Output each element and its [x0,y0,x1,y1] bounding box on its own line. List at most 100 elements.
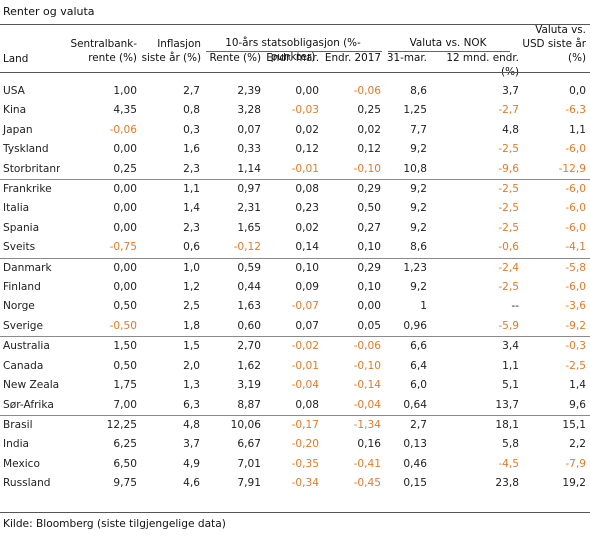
cell-sentralbank-rente: 0,25 [113,162,137,175]
cell-usd-siste-ar: -6,3 [565,104,586,117]
cell-endr-2017: 0,02 [357,123,381,136]
table-row: Kina 4,35 0,8 3,28 -0,03 0,25 1,25 -2,7 -6,3 [0,101,590,120]
cell-inflasjon: 1,3 [183,379,200,392]
header-usd-line3: (%) [568,52,586,64]
cell-endr-mar: -0,07 [291,300,319,313]
cell-land: India [3,438,29,451]
cell-land: Sverige [3,319,44,332]
cell-valuta-31-mar: 1,23 [381,257,427,279]
table-row: India 6,25 3,7 6,67 -0,20 0,16 0,13 5,8 2,2 [0,435,590,454]
cell-usd-siste-ar: 1,1 [569,123,586,136]
cell-endr-2017: -0,10 [353,162,381,175]
cell-endr-mar: 0,09 [295,281,319,294]
cell-valuta-31-mar: 0,46 [403,457,427,470]
header-rule [0,72,590,73]
cell-land: Mexico [3,457,40,470]
cell-usd-siste-ar: -5,8 [519,257,586,279]
table-row: Tyskland 0,00 1,6 0,33 0,12 0,12 9,2 -2,5 -6,0 [0,140,590,159]
cell-sentralbank-rente: 0,00 [60,179,137,200]
cell-land: Storbritannia [3,162,60,175]
cell-rente: 1,65 [237,221,261,234]
table-row: Frankrike 0,00 1,1 0,97 0,08 0,29 9,2 -2,5 -6,0 [0,179,590,200]
cell-endr-12-mnd: 3,7 [502,85,519,97]
cell-usd-siste-ar: 15,1 [519,414,586,436]
cell-endr-mar: -0,34 [291,477,319,490]
cell-endr-2017: 0,10 [357,281,381,294]
cell-endr-2017: -0,45 [353,477,381,490]
cell-endr-12-mnd: -2,5 [498,221,519,234]
cell-inflasjon: 1,8 [183,319,200,332]
cell-land: Sveits [3,241,36,254]
cell-endr-12-mnd: -5,9 [498,319,519,332]
cell-inflasjon: 2,5 [183,300,200,313]
cell-rente: 2,39 [237,85,261,97]
cell-endr-12-mnd: 1,1 [502,359,519,372]
cell-rente: 1,62 [237,359,261,372]
cell-endr-2017: 0,10 [357,241,381,254]
cell-inflasjon: 4,8 [137,414,200,436]
cell-rente: 0,07 [237,123,261,136]
cell-land: Norge [3,300,35,313]
cell-valuta-31-mar: 0,96 [403,319,427,332]
cell-valuta-31-mar: 0,15 [403,477,427,490]
cell-valuta-31-mar: 2,7 [381,414,427,436]
cell-pad [586,121,590,140]
cell-endr-2017: -0,41 [353,457,381,470]
cell-land: USA [3,85,25,97]
cell-pad [586,82,590,101]
cell-sentralbank-rente: 0,00 [113,143,137,156]
cell-valuta-31-mar: 6,6 [381,336,427,357]
cell-endr-mar: 0,23 [295,202,319,215]
cell-inflasjon: 1,1 [137,179,200,200]
header-inflasjon-line2: siste år (%) [141,52,201,64]
cell-endr-12-mnd: -4,5 [498,457,519,470]
header-usd-line2: USD siste år [522,38,586,50]
cell-pad [586,160,590,180]
cell-valuta-31-mar: 7,7 [410,123,427,136]
cell-endr-2017: -0,06 [319,336,381,357]
cell-endr-2017: 0,50 [357,202,381,215]
cell-valuta-31-mar: 8,6 [410,85,427,97]
cell-endr-mar: 0,00 [295,85,319,97]
table-title: Renter og valuta [3,5,95,18]
cell-valuta-31-mar: 8,6 [410,241,427,254]
cell-rente: 0,97 [200,179,261,200]
cell-valuta-31-mar: 0,64 [403,398,427,411]
cell-usd-siste-ar: 2,2 [569,438,586,451]
cell-endr-2017: 0,00 [357,300,381,313]
header-inflasjon-line1: Inflasjon [157,38,201,50]
table-row: Japan -0,06 0,3 0,07 0,02 0,02 7,7 4,8 1,1 [0,121,590,140]
cell-sentralbank-rente: 1,75 [113,379,137,392]
source-note: Kilde: Bloomberg (siste tilgjengelige da… [3,518,226,530]
table-row: Danmark 0,00 1,0 0,59 0,10 0,29 1,23 -2,4 -5,8 [0,257,590,279]
cell-endr-12-mnd: -2,4 [427,257,519,279]
cell-endr-12-mnd: -2,5 [427,179,519,200]
header-usd-line1: Valuta vs. [535,24,586,36]
cell-rente: 10,06 [200,414,261,436]
cell-rente: 0,33 [237,143,261,156]
cell-valuta-31-mar: 6,0 [410,379,427,392]
header-31-mar: 31-mar. [386,52,427,64]
cell-endr-2017: 0,29 [319,179,381,200]
cell-valuta-31-mar: 9,2 [410,281,427,294]
cell-sentralbank-rente: 0,50 [113,300,137,313]
cell-sentralbank-rente: 1,00 [113,85,137,97]
cell-rente: 0,44 [237,281,261,294]
cell-inflasjon: 2,0 [183,359,200,372]
table-row: Norge 0,50 2,5 1,63 -0,07 0,00 1 -- -3,6 [0,297,590,316]
cell-rente: 2,70 [200,336,261,357]
cell-inflasjon: 2,3 [183,162,200,175]
cell-rente: 8,87 [237,398,261,411]
cell-endr-12-mnd: 23,8 [495,477,519,490]
cell-sentralbank-rente: 0,50 [113,359,137,372]
cell-pad [586,435,590,454]
cell-endr-2017: 0,16 [357,438,381,451]
cell-valuta-31-mar: 9,2 [381,179,427,200]
cell-pad [586,474,590,493]
table-row: Sør-Afrika 7,00 6,3 8,87 0,08 -0,04 0,64 13,7 9,… [0,396,590,416]
cell-land: Australia [0,336,60,357]
cell-pad [586,357,590,376]
cell-usd-siste-ar: -9,2 [565,319,586,332]
cell-pad [586,257,590,279]
header-rente: Rente (%) [209,52,261,64]
